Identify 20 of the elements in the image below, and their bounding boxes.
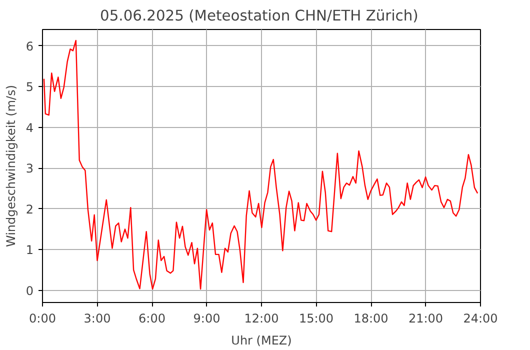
x-tick-label: 18:00 xyxy=(354,312,388,326)
y-tick-label: 5 xyxy=(26,80,34,94)
x-tick-label: 9:00 xyxy=(193,312,220,326)
x-tick-label: 6:00 xyxy=(138,312,166,326)
x-tick-label: 12:00 xyxy=(244,312,279,326)
x-tick-label: 15:00 xyxy=(298,312,334,326)
y-tick-label: 2 xyxy=(26,202,34,216)
x-tick-label: 3:00 xyxy=(84,312,111,326)
y-tick-label: 6 xyxy=(26,39,34,54)
y-tick-label: 3 xyxy=(26,162,34,176)
y-tick-label: 1 xyxy=(26,243,34,258)
x-tick-label: 24:00 xyxy=(463,312,498,326)
y-tick-label: 4 xyxy=(26,120,34,135)
y-axis-title: Windgeschwindigkeit (m/s) xyxy=(4,84,18,248)
x-tick-label: 0:00 xyxy=(29,312,56,326)
x-axis-title: Uhr (MEZ) xyxy=(231,334,292,348)
y-tick-label: 0 xyxy=(26,284,34,298)
line-series xyxy=(43,40,478,290)
x-tick-label: 21:00 xyxy=(408,312,444,326)
chart-title: 05.06.2025 (Meteostation CHN/ETH Zürich) xyxy=(100,8,418,24)
